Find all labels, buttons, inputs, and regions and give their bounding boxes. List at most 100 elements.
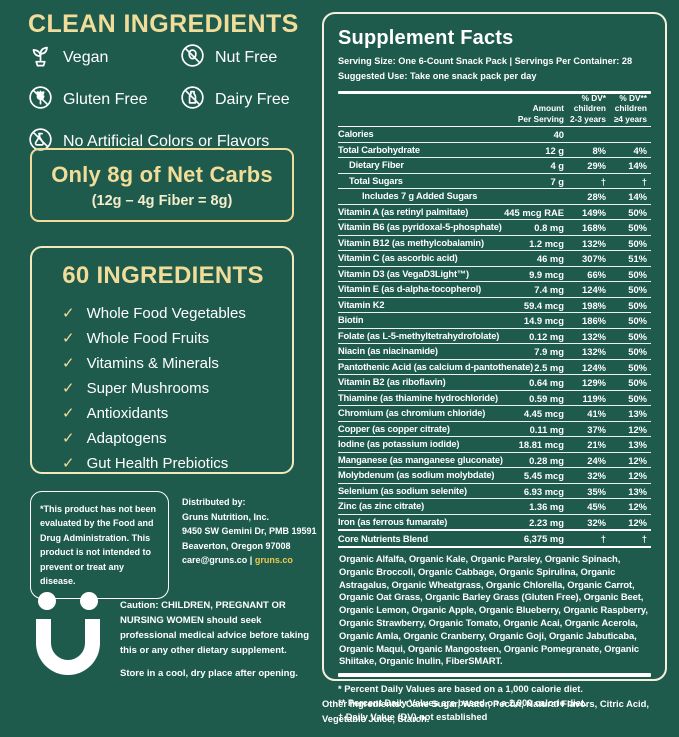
- nutrient-name: Pantothenic Acid (as calcium d-pantothen…: [338, 361, 534, 372]
- nutrient-name: Total Carbohydrate: [338, 144, 420, 155]
- nutrient-amount: 59.4 mcg: [523, 299, 564, 311]
- nutrient-amount: 5.45 mcg: [523, 470, 564, 482]
- nutrient-name: Vitamin D3 (as VegaD3Light™): [338, 268, 469, 279]
- ingredient-check-label: Vitamins & Minerals: [86, 355, 219, 372]
- nutrient-name: Molybdenum (as sodium molybdate): [338, 470, 495, 481]
- diet-badge-label: Dairy Free: [215, 91, 290, 108]
- nutrient-amount: 4 g: [550, 160, 564, 172]
- ingredient-check-label: Whole Food Fruits: [86, 330, 210, 347]
- nutrient-amount: 0.64 mg: [529, 377, 564, 389]
- distributor-line: 9450 SW Gemini Dr, PMB 19591: [182, 526, 317, 537]
- facts-row: Includes 7 g Added Sugars 28% 14%: [338, 189, 651, 205]
- nutrient-name: Calories: [338, 129, 374, 140]
- facts-row: Vitamin K2 59.4 mcg 198% 50%: [338, 298, 651, 314]
- nutrient-amount: 14.9 mcg: [523, 315, 564, 327]
- facts-row: Selenium (as sodium selenite) 6.93 mcg 35%…: [338, 484, 651, 500]
- distributor-line: Beaverton, Oregon 97008: [182, 540, 291, 551]
- facts-row: Vitamin E (as d-alpha-tocopherol) 7.4 mg 1…: [338, 282, 651, 298]
- nutrient-dv-4plus: 13%: [628, 408, 647, 420]
- nutrient-dv-4plus: 50%: [628, 392, 647, 404]
- diet-badges: Vegan Nut Free Gluten Free Dairy Free No Art…: [27, 42, 317, 158]
- net-carbs-formula: (12g – 4g Fiber = 8g): [91, 193, 233, 209]
- clean-ingredients-title: CLEAN INGREDIENTS: [28, 10, 299, 38]
- facts-row: Calories 40: [338, 127, 651, 143]
- nutrient-amount: 0.28 mg: [529, 454, 564, 466]
- nutrient-amount: 7 g: [550, 175, 564, 187]
- nutrient-dv-2-3: 124%: [582, 361, 606, 373]
- blend-ingredients-list: Organic Alfalfa, Organic Kale, Organic P…: [339, 553, 648, 667]
- caution-block: Caution: CHILDREN, PREGNANT OR NURSING W…: [120, 598, 318, 681]
- facts-footnotes: * Percent Daily Values are based on a 1,…: [338, 682, 651, 725]
- nutrient-amount: 9.9 mcg: [529, 268, 564, 280]
- check-icon: ✓: [62, 305, 75, 322]
- nutrient-amount: 0.8 mg: [534, 222, 564, 234]
- ingredient-check-label: Antioxidants: [86, 405, 169, 422]
- facts-row: Zinc (as zinc citrate) 1.36 mg 45% 12%: [338, 499, 651, 515]
- nutrient-dv-4plus: 50%: [628, 284, 647, 296]
- nutrient-dv-2-3: 66%: [587, 268, 606, 280]
- nutrient-amount: 2.5 mg: [534, 361, 564, 373]
- nutrient-name: Iodine (as potassium iodide): [338, 439, 460, 450]
- nutrient-dv-2-3: 119%: [582, 392, 606, 404]
- nutrient-amount: 40: [553, 129, 564, 141]
- facts-title: Supplement Facts: [338, 27, 514, 49]
- nutrient-dv-4plus: 50%: [628, 299, 647, 311]
- nutrient-amount: 7.9 mg: [534, 346, 564, 358]
- net-carbs-title: Only 8g of Net Carbs: [51, 162, 273, 187]
- col-header-line: children: [614, 103, 647, 114]
- nutrient-amount: 18.81 mcg: [518, 439, 564, 451]
- nutrient-dv-4plus: 12%: [628, 516, 647, 528]
- check-icon: ✓: [62, 380, 75, 397]
- nutrient-dv-2-3: 168%: [582, 222, 606, 234]
- nutrient-dv-2-3: 37%: [587, 423, 606, 435]
- nutrient-dv-4plus: 12%: [628, 470, 647, 482]
- nutrient-amount: 0.11 mg: [529, 423, 564, 435]
- nut-free-icon: [179, 42, 206, 74]
- nutrient-amount: 7.4 mg: [534, 284, 564, 296]
- col-header-line: 2-3 years: [570, 113, 606, 124]
- nutrient-amount: 4.45 mcg: [523, 408, 564, 420]
- diet-badge: Dairy Free: [179, 84, 317, 116]
- facts-row: Manganese (as manganese gluconate) 0.28 m…: [338, 453, 651, 469]
- ingredient-check-item: ✓ Gut Health Prebiotics: [62, 451, 284, 476]
- nutrient-dv-4plus: 12%: [628, 454, 647, 466]
- diet-badge-label: Nut Free: [215, 49, 278, 66]
- nutrient-name: Vitamin E (as d-alpha-tocopherol): [338, 284, 482, 295]
- nutrient-amount: 0.59 mg: [529, 392, 564, 404]
- distributor-line: Gruns Nutrition, Inc.: [182, 511, 269, 522]
- check-icon: ✓: [62, 430, 75, 447]
- nutrient-dv-4plus: 13%: [628, 439, 647, 451]
- nutrient-dv-2-3: 129%: [582, 377, 606, 389]
- ingredient-check-item: ✓ Vitamins & Minerals: [62, 351, 284, 376]
- nutrient-dv-2-3: 32%: [587, 516, 606, 528]
- check-icon: ✓: [62, 355, 75, 372]
- col-header-line: % DV**: [619, 93, 647, 104]
- facts-row: Pantothenic Acid (as calcium d-pantothen…: [338, 360, 651, 376]
- nutrient-dv-4plus: 50%: [628, 268, 647, 280]
- serving-size-line: Serving Size: One 6-Count Snack Pack | S…: [338, 56, 633, 66]
- nutrient-name: Biotin: [338, 315, 364, 326]
- nutrient-dv-2-3: 24%: [587, 454, 606, 466]
- nutrient-dv-4plus: 12%: [628, 423, 647, 435]
- col-header-dv-4plus: % DV** children ≥4 years: [614, 93, 647, 124]
- storage-text: Store in a cool, dry place after opening…: [120, 668, 298, 679]
- col-header-line: ≥4 years: [613, 113, 647, 124]
- facts-column-headers: Amount Per Serving% DV* children 2-3 years%…: [338, 93, 651, 128]
- nutrient-dv-4plus: 12%: [628, 501, 647, 513]
- nutrient-dv-4plus: 50%: [628, 346, 647, 358]
- nutrient-name: Vitamin B12 (as methylcobalamin): [338, 237, 484, 248]
- diet-badge: Vegan: [27, 42, 179, 74]
- facts-row: Total Sugars 7 g † †: [338, 174, 651, 190]
- ingredient-check-item: ✓ Whole Food Fruits: [62, 326, 284, 351]
- website-link: gruns.co: [254, 555, 293, 566]
- nutrient-name: Vitamin B6 (as pyridoxal-5-phosphate): [338, 222, 502, 233]
- nutrient-name: Manganese (as manganese gluconate): [338, 454, 503, 465]
- nutrient-name: Folate (as L-5-methyltetrahydrofolate): [338, 330, 500, 341]
- check-icon: ✓: [62, 455, 75, 472]
- nutrient-dv-4plus: 50%: [628, 315, 647, 327]
- nutrient-amount: 6,375 mg: [523, 533, 564, 545]
- nutrient-dv-2-3: 307%: [582, 253, 606, 265]
- nutrient-dv-2-3: 41%: [587, 408, 606, 420]
- nutrient-name: Vitamin K2: [338, 299, 385, 310]
